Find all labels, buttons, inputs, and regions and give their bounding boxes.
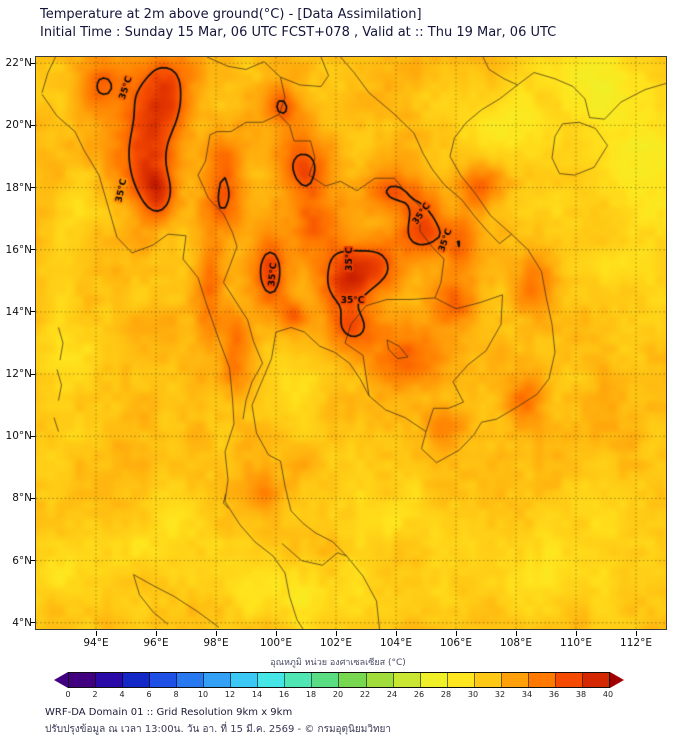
lat-axis-tick xyxy=(30,249,35,251)
lon-axis-tick xyxy=(576,631,577,636)
colorbar-tick-label: 26 xyxy=(413,690,425,699)
colorbar-tick-label: 24 xyxy=(386,690,398,699)
lon-tick-label: 100°E xyxy=(260,637,292,649)
colorbar-tick-label: 6 xyxy=(146,690,152,699)
lon-axis-tick xyxy=(156,631,157,636)
lon-axis-tick xyxy=(96,631,97,636)
colorbar-segment xyxy=(123,673,151,687)
lon-axis-tick xyxy=(336,631,337,636)
colorbar-segment xyxy=(258,673,286,687)
lon-tick-label: 98°E xyxy=(203,637,229,649)
colorbar-segment xyxy=(366,673,394,687)
colorbar-segment xyxy=(474,673,502,687)
lat-tick-label: 22°N xyxy=(5,57,32,70)
lon-axis-tick xyxy=(456,631,457,636)
colorbar-tick-label: 40 xyxy=(602,690,614,699)
colorbar-tick-label: 28 xyxy=(440,690,452,699)
lon-axis-tick xyxy=(276,631,277,636)
lat-tick-label: 6°N xyxy=(12,554,32,567)
lon-axis-tick xyxy=(396,631,397,636)
lon-tick-label: 106°E xyxy=(440,637,472,649)
lon-tick-label: 96°E xyxy=(143,637,169,649)
lat-tick-label: 12°N xyxy=(5,368,32,381)
lat-axis-tick xyxy=(30,62,35,64)
colorbar-tick-label: 34 xyxy=(521,690,533,699)
lat-tick-label: 18°N xyxy=(5,181,32,194)
colorbar-tick-label: 14 xyxy=(251,690,263,699)
lat-axis-tick xyxy=(30,435,35,437)
lon-axis-tick xyxy=(636,631,637,636)
colorbar-tick-label: 22 xyxy=(359,690,371,699)
colorbar-tick-label: 32 xyxy=(494,690,506,699)
colorbar-tick-label: 18 xyxy=(305,690,317,699)
colorbar-segment xyxy=(96,673,124,687)
colorbar-tick-label: 10 xyxy=(197,690,209,699)
colorbar-segment xyxy=(339,673,367,687)
colorbar-segment xyxy=(177,673,205,687)
lat-tick-label: 10°N xyxy=(5,430,32,443)
lat-axis-tick xyxy=(30,622,35,624)
map-title: Temperature at 2m above ground(°C) - [Da… xyxy=(40,7,422,22)
map-plot-area xyxy=(35,56,667,630)
colorbar-tick-label: 4 xyxy=(119,690,125,699)
colorbar xyxy=(68,672,610,688)
lat-axis-tick xyxy=(30,124,35,126)
colorbar-segment xyxy=(204,673,232,687)
colorbar-tick-label: 8 xyxy=(173,690,179,699)
colorbar-segment xyxy=(420,673,448,687)
lon-tick-label: 110°E xyxy=(560,637,592,649)
colorbar-segment xyxy=(231,673,259,687)
colorbar-tick-label: 20 xyxy=(332,690,344,699)
lat-tick-label: 14°N xyxy=(5,305,32,318)
lon-axis-tick xyxy=(516,631,517,636)
colorbar-tick-label: 2 xyxy=(92,690,98,699)
colorbar-segment xyxy=(312,673,340,687)
temperature-field-canvas xyxy=(36,57,666,629)
lat-axis-tick xyxy=(30,311,35,313)
colorbar-segment xyxy=(150,673,178,687)
colorbar-segment xyxy=(285,673,313,687)
map-subtitle: Initial Time : Sunday 15 Mar, 06 UTC FCS… xyxy=(40,25,557,40)
colorbar-segment xyxy=(501,673,529,687)
colorbar-right-arrow-icon xyxy=(610,672,624,688)
colorbar-segment xyxy=(69,673,97,687)
colorbar-tick-label: 30 xyxy=(467,690,479,699)
colorbar-tick-label: 36 xyxy=(548,690,560,699)
colorbar-segment xyxy=(555,673,583,687)
lat-tick-label: 8°N xyxy=(12,492,32,505)
lon-tick-label: 104°E xyxy=(380,637,412,649)
colorbar-tick-label: 0 xyxy=(65,690,71,699)
lat-axis-tick xyxy=(30,187,35,189)
colorbar-tick-label: 16 xyxy=(278,690,290,699)
lat-tick-label: 20°N xyxy=(5,119,32,132)
lat-tick-label: 4°N xyxy=(12,616,32,629)
colorbar-segment xyxy=(582,673,609,687)
colorbar-title: อุณหภูมิ หน่วย องศาเซลเซียส (°C) xyxy=(270,658,406,668)
colorbar-segment xyxy=(528,673,556,687)
lat-axis-tick xyxy=(30,497,35,499)
colorbar-tick-label: 38 xyxy=(575,690,587,699)
footer-domain-info: WRF-DA Domain 01 :: Grid Resolution 9km … xyxy=(45,707,293,718)
lat-axis-tick xyxy=(30,373,35,375)
lon-tick-label: 102°E xyxy=(320,637,352,649)
colorbar-segment xyxy=(447,673,475,687)
lon-tick-label: 112°E xyxy=(620,637,652,649)
lat-tick-label: 16°N xyxy=(5,243,32,256)
lon-tick-label: 108°E xyxy=(500,637,532,649)
colorbar-left-arrow-icon xyxy=(54,672,68,688)
colorbar-segment xyxy=(393,673,421,687)
colorbar-tick-label: 12 xyxy=(224,690,236,699)
lat-axis-tick xyxy=(30,560,35,562)
lon-tick-label: 94°E xyxy=(83,637,109,649)
footer-update-info: ปรับปรุงข้อมูล ณ เวลา 13:00น. วัน อา. ที… xyxy=(45,724,392,735)
lon-axis-tick xyxy=(216,631,217,636)
